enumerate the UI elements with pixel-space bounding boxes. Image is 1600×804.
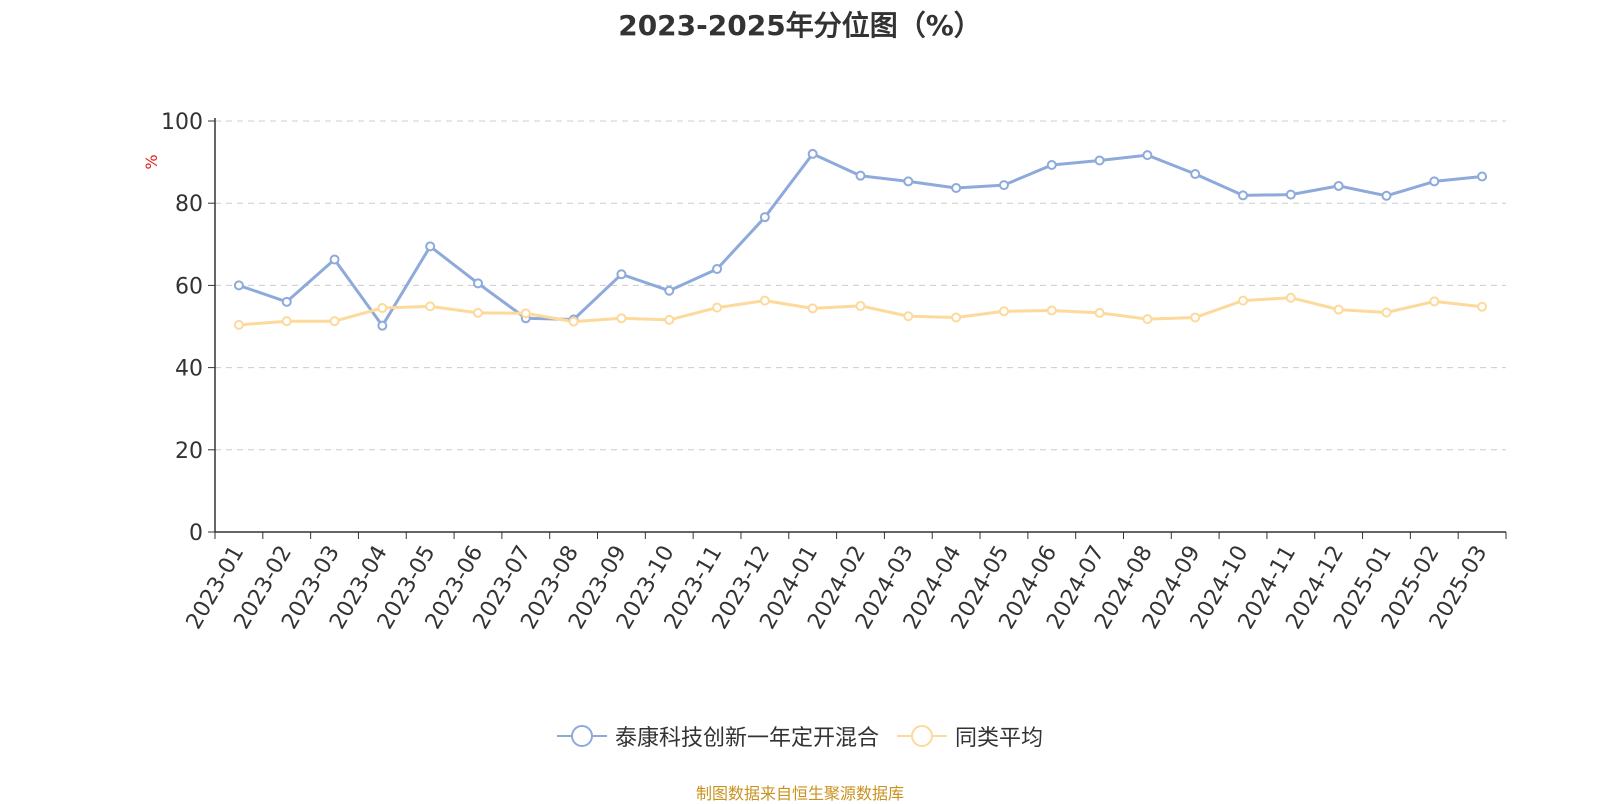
data-point-series-0[interactable] — [1142, 150, 1153, 161]
legend-line-circle-icon — [556, 725, 607, 747]
legend-label: 泰康科技创新一年定开混合 — [614, 726, 879, 751]
data-point-series-0[interactable] — [664, 285, 675, 296]
data-point-series-1[interactable] — [1094, 307, 1105, 318]
data-point-series-1[interactable] — [1142, 314, 1153, 325]
source-note: 制图数据来自恒生聚源数据库 — [695, 784, 904, 803]
data-point-series-1[interactable] — [568, 316, 579, 327]
data-point-series-1[interactable] — [616, 313, 627, 324]
data-point-series-1[interactable] — [1046, 305, 1057, 316]
data-point-series-0[interactable] — [1190, 169, 1201, 180]
data-point-series-1[interactable] — [377, 303, 388, 314]
data-point-series-1[interactable] — [1333, 304, 1344, 315]
legend-label: 同类平均 — [955, 726, 1044, 751]
grid-lines — [215, 120, 1506, 451]
data-point-series-0[interactable] — [998, 180, 1009, 191]
data-point-series-0[interactable] — [1285, 189, 1296, 200]
data-point-series-1[interactable] — [1285, 292, 1296, 303]
chart-title: 2023-2025年分位图（%） — [618, 9, 982, 42]
data-point-series-1[interactable] — [712, 302, 723, 313]
data-point-series-1[interactable] — [807, 303, 818, 314]
data-point-series-1[interactable] — [1477, 301, 1488, 312]
y-axis-label: % — [142, 154, 161, 169]
line-chart: 0204060801002023-012023-022023-032023-04… — [142, 110, 1507, 634]
data-point-series-0[interactable] — [951, 182, 962, 193]
data-point-series-1[interactable] — [951, 312, 962, 323]
data-point-series-1[interactable] — [1381, 307, 1392, 318]
data-point-series-1[interactable] — [281, 316, 292, 327]
legend-item-series-0[interactable]: 泰康科技创新一年定开混合 — [556, 720, 879, 752]
data-point-series-1[interactable] — [1238, 295, 1249, 306]
y-tick-label: 20 — [175, 439, 203, 464]
data-point-series-0[interactable] — [1381, 190, 1392, 201]
series-lines — [233, 148, 1488, 331]
data-point-series-1[interactable] — [425, 301, 436, 312]
legend-item-series-1[interactable]: 同类平均 — [897, 720, 1043, 752]
data-point-series-0[interactable] — [329, 254, 340, 265]
data-point-series-0[interactable] — [1333, 180, 1344, 191]
legend: 泰康科技创新一年定开混合 同类平均 — [0, 720, 1600, 752]
data-point-series-0[interactable] — [903, 176, 914, 187]
data-point-series-0[interactable] — [281, 296, 292, 307]
data-point-series-1[interactable] — [759, 295, 770, 306]
data-point-series-1[interactable] — [903, 311, 914, 322]
data-point-series-0[interactable] — [616, 269, 627, 280]
data-point-series-1[interactable] — [664, 314, 675, 325]
data-point-series-0[interactable] — [807, 148, 818, 159]
data-point-series-0[interactable] — [1429, 176, 1440, 187]
data-point-series-0[interactable] — [1238, 190, 1249, 201]
axes: 0204060801002023-012023-022023-032023-04… — [161, 110, 1507, 634]
data-point-series-1[interactable] — [1429, 296, 1440, 307]
y-tick-label: 60 — [175, 274, 203, 299]
data-point-series-1[interactable] — [233, 319, 244, 330]
data-point-series-0[interactable] — [855, 170, 866, 181]
legend-line-circle-icon — [897, 725, 947, 747]
data-point-series-0[interactable] — [1477, 171, 1488, 182]
data-point-series-0[interactable] — [233, 280, 244, 291]
y-tick-label: 100 — [161, 110, 203, 135]
y-tick-label: 0 — [189, 521, 203, 546]
y-tick-label: 80 — [175, 192, 203, 217]
y-tick-label: 40 — [175, 357, 203, 382]
data-point-series-1[interactable] — [329, 316, 340, 327]
data-point-series-1[interactable] — [1190, 312, 1201, 323]
data-point-series-0[interactable] — [472, 278, 483, 289]
data-point-series-0[interactable] — [425, 241, 436, 252]
data-point-series-0[interactable] — [377, 320, 388, 331]
data-point-series-1[interactable] — [472, 307, 483, 318]
data-point-series-1[interactable] — [520, 308, 531, 319]
data-point-series-1[interactable] — [855, 300, 866, 311]
data-point-series-0[interactable] — [712, 263, 723, 274]
data-point-series-0[interactable] — [1094, 155, 1105, 166]
data-point-series-1[interactable] — [998, 306, 1009, 317]
data-point-series-0[interactable] — [759, 212, 770, 223]
data-point-series-0[interactable] — [1046, 159, 1057, 170]
